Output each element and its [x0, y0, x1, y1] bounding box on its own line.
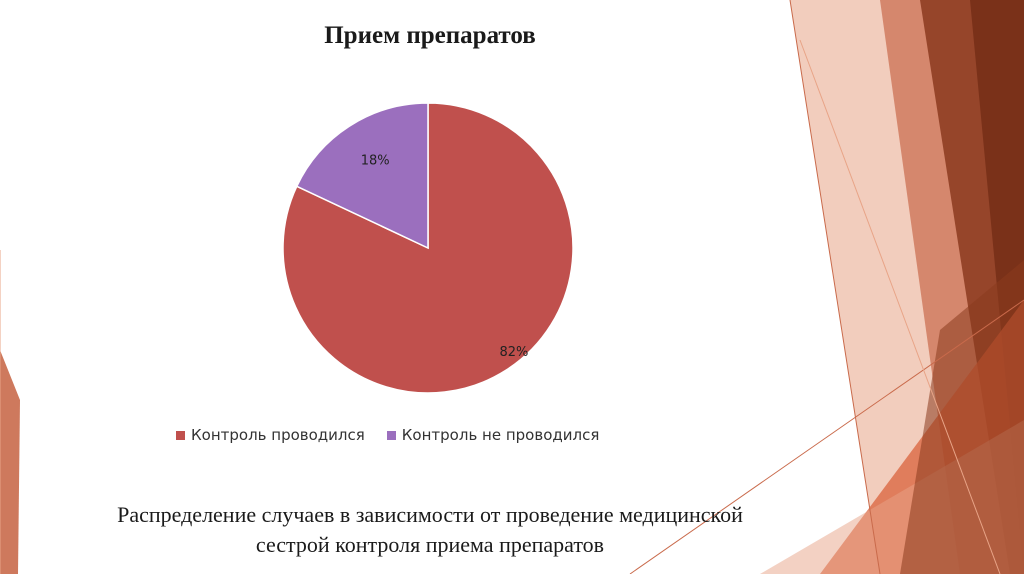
right-decor-line-3	[799, 39, 1001, 574]
slice-label-control-done: 82%	[499, 345, 528, 360]
legend-label-control-not-done: Контроль не проводился	[401, 426, 600, 444]
legend-item-control-done: Контроль проводился	[176, 426, 365, 444]
right-decor-line-2	[629, 299, 1024, 574]
legend-swatch-control-done	[176, 430, 185, 440]
legend-label-control-done: Контроль проводился	[191, 426, 365, 444]
right-decor-shape-7	[900, 260, 1024, 574]
chart-title: Прием препаратов	[324, 22, 536, 49]
chart-legend: Контроль проводился Контроль не проводил…	[176, 426, 621, 444]
right-decor-line-1	[789, 0, 881, 574]
legend-swatch-control-not-done	[386, 430, 396, 440]
left-decor-shape	[0, 350, 20, 574]
caption-line-1: Распределение случаев в зависимости от п…	[117, 502, 743, 527]
caption-line-2: сестрой контроля приема препаратов	[255, 532, 605, 557]
slice-label-control-not-done: 18%	[361, 154, 390, 169]
slide-caption: Распределение случаев в зависимости от п…	[40, 500, 820, 560]
pie-slice-control-not-done	[295, 102, 429, 250]
legend-item-control-not-done: Контроль не проводился	[386, 426, 600, 444]
